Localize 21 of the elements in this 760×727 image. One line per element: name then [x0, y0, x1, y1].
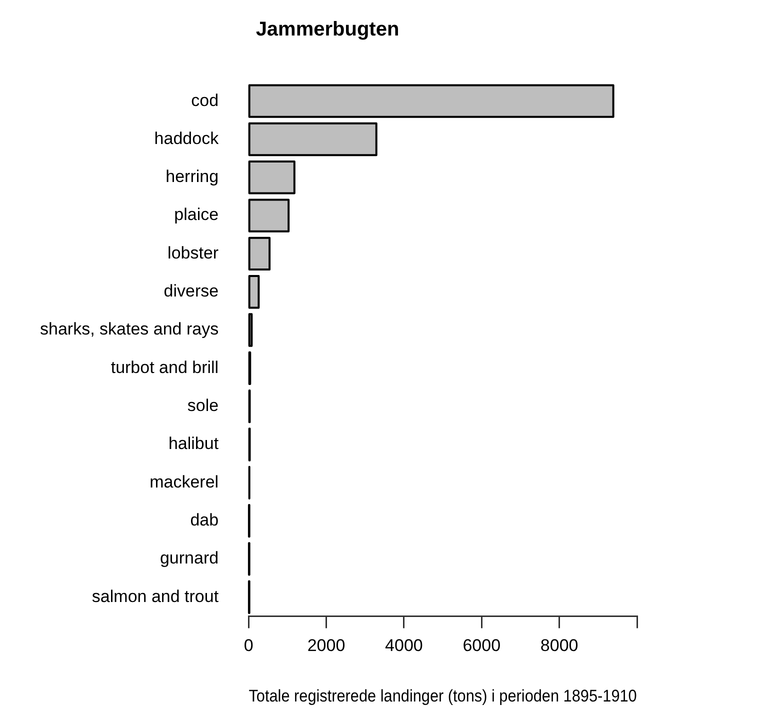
- x-tick-label: 8000: [540, 636, 578, 656]
- chart-title: Jammerbugten: [256, 18, 400, 41]
- y-tick-label: haddock: [154, 128, 220, 148]
- y-tick-label: diverse: [164, 282, 219, 301]
- y-tick-label: gurnard: [160, 548, 219, 568]
- y-tick-label: sole: [187, 396, 219, 416]
- x-tick-label: 4000: [385, 636, 423, 656]
- y-tick-label: cod: [191, 90, 219, 110]
- y-tick-label: herring: [166, 167, 219, 186]
- x-tick-label: 0: [244, 636, 254, 656]
- y-tick-label: turbot and brill: [110, 358, 219, 377]
- x-axis-title: Totale registrerede landinger (tons) i perioden 1895-1910: [248, 686, 637, 706]
- y-tick-label: sharks, skates and rays: [40, 320, 219, 339]
- x-tick-label: 6000: [462, 636, 501, 656]
- x-tick-label: 2000: [307, 636, 346, 656]
- y-tick-label: dab: [190, 510, 219, 530]
- y-tick-label: lobster: [168, 243, 219, 262]
- y-tick-label: halibut: [168, 434, 219, 454]
- y-tick-label: salmon and trout: [92, 586, 219, 606]
- y-tick-label: plaice: [174, 205, 219, 224]
- y-tick-label: mackerel: [150, 472, 219, 492]
